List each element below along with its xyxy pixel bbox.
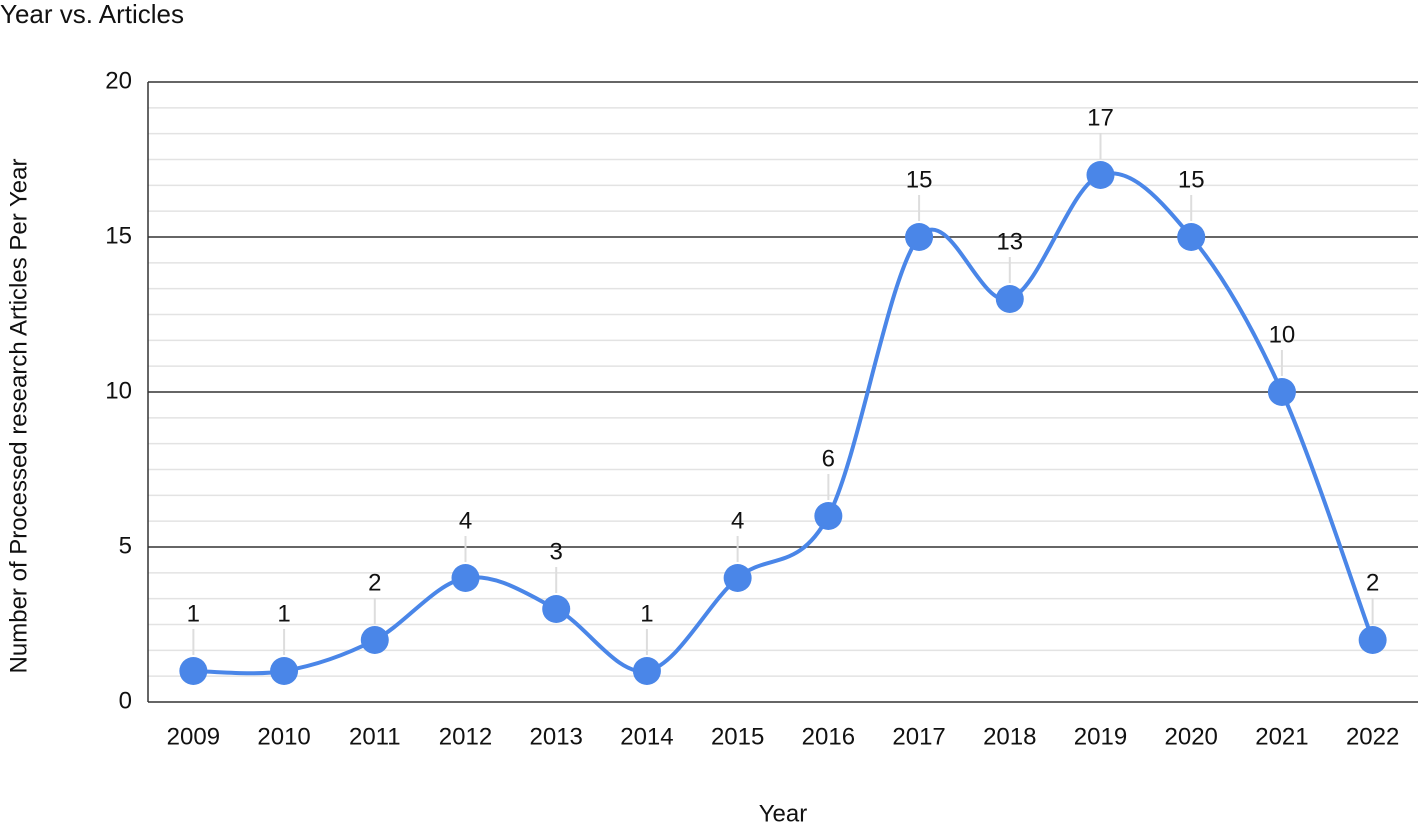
marker [1358, 626, 1387, 654]
marker [1086, 161, 1115, 189]
marker [1267, 378, 1296, 406]
x-tick-label: 2020 [1165, 723, 1218, 750]
marker [179, 657, 208, 685]
y-tick-label: 10 [105, 377, 132, 404]
marker [905, 223, 934, 251]
marker [814, 502, 843, 530]
data-label: 10 [1269, 321, 1296, 348]
x-tick-label: 2014 [620, 723, 673, 750]
y-tick-label: 5 [119, 532, 132, 559]
data-label: 13 [996, 228, 1023, 255]
data-label: 6 [822, 445, 835, 472]
data-label: 15 [1178, 166, 1205, 193]
x-tick-label: 2019 [1074, 723, 1127, 750]
data-label: 2 [1366, 569, 1379, 596]
x-tick-label: 2021 [1255, 723, 1308, 750]
marker [360, 626, 389, 654]
y-axis-label: Number of Processed research Articles Pe… [5, 159, 32, 674]
marker [995, 285, 1024, 313]
data-label: 1 [640, 600, 653, 627]
marker [723, 564, 752, 592]
marker [1177, 223, 1206, 251]
marker [451, 564, 480, 592]
x-tick-label: 2013 [530, 723, 583, 750]
data-label: 1 [277, 600, 290, 627]
y-tick-label: 0 [119, 687, 132, 714]
y-tick-label: 20 [105, 67, 132, 94]
y-tick-label: 15 [105, 222, 132, 249]
marker [542, 595, 571, 623]
x-tick-label: 2018 [983, 723, 1036, 750]
x-tick-label: 2016 [802, 723, 855, 750]
x-tick-label: 2010 [257, 723, 310, 750]
marker [270, 657, 299, 685]
data-label: 4 [731, 507, 744, 534]
x-tick-label: 2017 [892, 723, 945, 750]
data-label: 4 [459, 507, 472, 534]
x-tick-label: 2012 [439, 723, 492, 750]
chart-title: Year vs. Articles [0, 0, 184, 29]
x-tick-label: 2011 [349, 723, 401, 750]
marker [632, 657, 661, 685]
data-label: 15 [906, 166, 933, 193]
data-label: 2 [368, 569, 381, 596]
data-label: 17 [1087, 104, 1114, 131]
x-axis-label: Year [759, 800, 808, 827]
line [193, 171, 1375, 676]
data-label: 1 [187, 600, 200, 627]
x-tick-label: 2022 [1346, 723, 1399, 750]
x-tick-label: 2009 [167, 723, 220, 750]
data-label: 3 [550, 538, 563, 565]
x-tick-label: 2015 [711, 723, 764, 750]
